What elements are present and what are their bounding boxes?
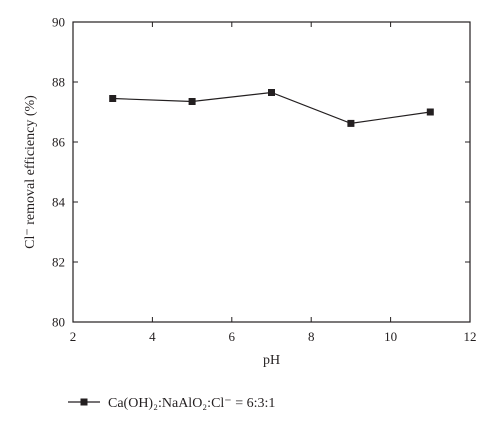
data-point: [109, 95, 117, 102]
x-tick-label: 8: [308, 329, 315, 344]
x-tick-label: 10: [384, 329, 397, 344]
axis-ticks: 2 4 6 8 10 12 80 82 84 86 88 90: [52, 15, 477, 345]
y-tick-label: 80: [52, 315, 65, 330]
data-point: [188, 98, 196, 105]
x-tick-label: 2: [70, 329, 77, 344]
plot-frame: [72, 21, 471, 323]
series-layer: [109, 89, 434, 127]
y-tick-label: 82: [52, 255, 65, 270]
y-tick-label: 90: [52, 15, 65, 30]
series-line: [112, 91, 431, 125]
x-tick-label: 12: [464, 329, 477, 344]
y-tick-label: 86: [52, 135, 66, 150]
x-tick-label: 4: [149, 329, 156, 344]
legend-label: Ca(OH)₂:NaAlO₂:Cl⁻ = 6:3:1: [108, 396, 275, 411]
y-tick-label: 88: [52, 75, 65, 90]
y-axis-title: Cl⁻ removal efficiency (%): [23, 95, 38, 249]
data-point: [426, 108, 434, 116]
legend: Ca(OH)₂:NaAlO₂:Cl⁻ = 6:3:1: [68, 396, 275, 411]
legend-marker: [80, 398, 88, 406]
data-point: [268, 89, 275, 96]
y-tick-label: 84: [52, 195, 66, 210]
x-tick-label: 6: [229, 329, 236, 344]
data-point: [347, 119, 355, 127]
x-axis-title: pH: [263, 353, 280, 368]
